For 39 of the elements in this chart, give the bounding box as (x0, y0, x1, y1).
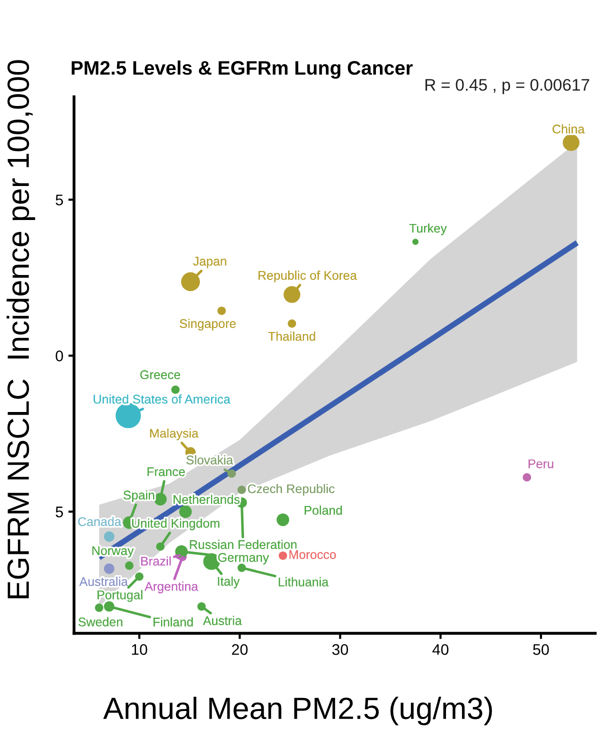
annotation: Republic of Korea (258, 270, 357, 282)
annotation: Italy (218, 576, 240, 588)
annotation: United States of America (94, 394, 230, 404)
annotation: Lithuania (278, 577, 329, 586)
annotation: Finland (154, 617, 193, 627)
annotation: Australia (79, 576, 128, 586)
chart-title: PM2.5 Levels & EGFRm Lung Cancer (72, 60, 413, 79)
annotation: Spain (124, 490, 154, 502)
annotation: Slovakia (186, 455, 234, 464)
annotation: Turkey (409, 223, 447, 236)
annotation: Canada (78, 516, 122, 526)
annotation: Greece (140, 370, 180, 380)
x-tick-label: 30 (332, 644, 348, 655)
annotation: France (148, 467, 185, 476)
y-tick-label: 5 (56, 194, 63, 206)
text: R = 0.45 , p = 0.00617 (426, 78, 590, 94)
annotation: Sweden (78, 617, 122, 626)
y-axis-title: EGFRM NSCLC Incidence per 100,000 (6, 60, 36, 598)
annotation: Morocco (289, 550, 336, 559)
y-tick-label: 5 (56, 506, 63, 518)
annotation: Austria (202, 616, 242, 626)
annotation: China (552, 124, 585, 134)
annotation: Brazil (141, 556, 171, 566)
annotation: Russian Federation (190, 540, 297, 550)
annotation: Czech Republic (248, 484, 334, 496)
annotation: Peru (528, 459, 554, 468)
x-tick-label: 50 (533, 644, 549, 655)
annotation: Singapore (180, 318, 236, 330)
x-tick-label: 10 (132, 644, 148, 655)
x-axis-title: Annual Mean PM2.5 (ug/m3) (103, 696, 492, 726)
x-tick-label: 40 (432, 644, 448, 655)
annotation: Malaysia (150, 428, 199, 440)
annotation: Japan (193, 256, 226, 268)
x-tick-label: 20 (232, 644, 248, 655)
annotation: Argentina (144, 582, 198, 594)
annotation: Thailand (268, 332, 316, 341)
y-tick-label: 0 (56, 350, 64, 362)
annotation: Poland (304, 506, 342, 515)
annotation: Portugal (98, 590, 142, 602)
